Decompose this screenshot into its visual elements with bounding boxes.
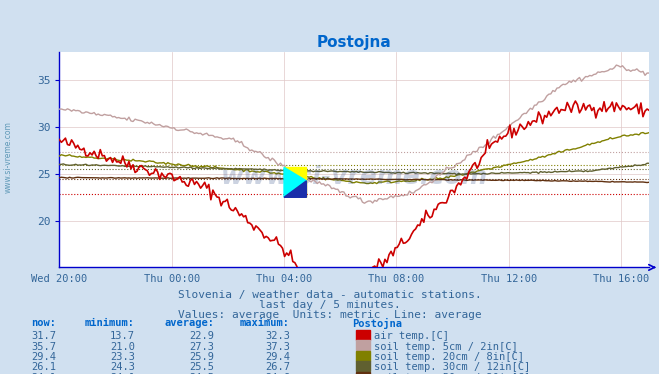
Bar (356, 351, 370, 361)
Text: 32.3: 32.3 (265, 331, 290, 341)
Text: last day / 5 minutes.: last day / 5 minutes. (258, 300, 401, 310)
Text: Thu 08:00: Thu 08:00 (368, 274, 424, 283)
Text: Slovenia / weather data - automatic stations.: Slovenia / weather data - automatic stat… (178, 291, 481, 300)
Text: 23.3: 23.3 (110, 352, 135, 362)
Text: 24.6: 24.6 (265, 373, 290, 374)
Bar (356, 372, 370, 374)
Text: Values: average  Units: metric  Line: average: Values: average Units: metric Line: aver… (178, 310, 481, 320)
Polygon shape (284, 168, 306, 197)
Text: 25.5: 25.5 (189, 362, 214, 373)
Polygon shape (284, 181, 306, 197)
Text: minimum:: minimum: (85, 318, 135, 328)
Bar (356, 340, 370, 350)
Text: average:: average: (164, 318, 214, 328)
Text: now:: now: (31, 318, 56, 328)
Text: 24.1: 24.1 (31, 373, 56, 374)
Text: 25.9: 25.9 (189, 352, 214, 362)
Polygon shape (284, 168, 306, 197)
Text: 31.7: 31.7 (31, 331, 56, 341)
Title: Postojna: Postojna (317, 35, 391, 50)
Text: 21.0: 21.0 (110, 341, 135, 352)
Bar (356, 330, 370, 340)
Text: Thu 16:00: Thu 16:00 (593, 274, 649, 283)
Text: soil temp. 50cm / 20in[C]: soil temp. 50cm / 20in[C] (374, 373, 530, 374)
Text: Wed 20:00: Wed 20:00 (31, 274, 88, 283)
Text: maximum:: maximum: (240, 318, 290, 328)
Text: 24.5: 24.5 (189, 373, 214, 374)
Text: 13.7: 13.7 (110, 331, 135, 341)
Text: soil temp. 5cm / 2in[C]: soil temp. 5cm / 2in[C] (374, 341, 518, 352)
Text: 27.3: 27.3 (189, 341, 214, 352)
Text: Thu 00:00: Thu 00:00 (144, 274, 200, 283)
Text: 26.1: 26.1 (31, 362, 56, 373)
Bar (356, 361, 370, 371)
Text: 37.3: 37.3 (265, 341, 290, 352)
Text: 35.7: 35.7 (31, 341, 56, 352)
Text: 24.3: 24.3 (110, 362, 135, 373)
Text: 26.7: 26.7 (265, 362, 290, 373)
Text: Postojna: Postojna (353, 318, 403, 329)
Text: 22.9: 22.9 (189, 331, 214, 341)
Text: www.si-vreme.com: www.si-vreme.com (4, 121, 13, 193)
Text: www.si-vreme.com: www.si-vreme.com (221, 165, 488, 189)
Text: soil temp. 20cm / 8in[C]: soil temp. 20cm / 8in[C] (374, 352, 525, 362)
Text: soil temp. 30cm / 12in[C]: soil temp. 30cm / 12in[C] (374, 362, 530, 373)
Text: 29.4: 29.4 (31, 352, 56, 362)
Text: 24.1: 24.1 (110, 373, 135, 374)
Text: Thu 04:00: Thu 04:00 (256, 274, 312, 283)
Text: air temp.[C]: air temp.[C] (374, 331, 449, 341)
Text: 29.4: 29.4 (265, 352, 290, 362)
Text: Thu 12:00: Thu 12:00 (480, 274, 537, 283)
